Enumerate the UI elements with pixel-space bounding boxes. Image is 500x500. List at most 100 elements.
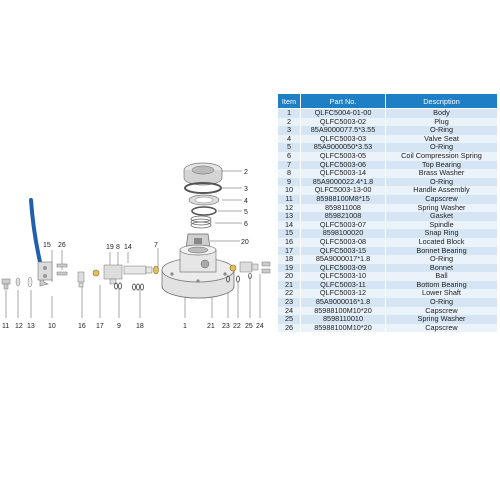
table-row: 25 8598110010 Spring Washer (277, 315, 498, 324)
description-cell: Snap Ring (385, 229, 498, 238)
callout-16: 16 (78, 323, 86, 330)
capscrew-part-24 (261, 261, 271, 274)
column-header-description: Description (385, 93, 498, 109)
callout-11: 11 (2, 323, 9, 330)
table-row: 15 8598100020 Snap Ring (277, 229, 498, 238)
description-cell: Handle Assembly (385, 186, 498, 195)
table-row: 19 QLFC5003-09 Bonnet (277, 263, 498, 273)
table-row: 11 85988100M8*15 Capscrew (277, 194, 498, 204)
table-row: 16 QLFC5003-08 Located Block (277, 237, 498, 247)
table-row: 5 85A9000050*3.53 O-Ring (277, 143, 498, 152)
description-cell: Capscrew (385, 306, 498, 316)
description-cell: Bonnet (385, 263, 498, 273)
description-cell: Spring Washer (385, 203, 498, 213)
description-cell: Spindle (385, 220, 498, 230)
body-part (161, 244, 235, 299)
capscrew-part-11 (1, 278, 11, 290)
callout-6: 6 (244, 221, 248, 228)
valve-seat-part (188, 194, 220, 206)
bonnet-part (103, 264, 123, 285)
table-row: 6 QLFC5003-05 Coil Compression Spring (277, 151, 498, 161)
description-cell: O-Ring (385, 297, 498, 307)
o-ring-part-23 (226, 275, 240, 283)
callout-24: 24 (256, 323, 264, 330)
callout-15: 15 (43, 242, 51, 249)
parts-table-body: 1 QLFC5004-01-00 Body 2 QLFC5003-02 Plug 3 85A9… (277, 108, 498, 333)
callout-9: 9 (117, 323, 121, 330)
description-cell: Located Block (385, 237, 498, 247)
located-block-part (77, 271, 85, 288)
spring-washer-part-25 (248, 273, 252, 279)
callout-20: 20 (241, 239, 249, 246)
table-row: 3 85A9000077.5*3.55 O-Ring (277, 126, 498, 135)
column-header-part-no: Part No. (300, 93, 386, 109)
table-row: 4 QLFC5003-03 Valve Seat (277, 134, 498, 144)
table-row: 26 85988100M10*20 Capscrew (277, 323, 498, 333)
callout-21: 21 (207, 323, 215, 330)
table-row: 18 85A9000017*1.8 O-Ring (277, 254, 498, 264)
table-row: 17 QLFC5003-15 Bonnet Bearing (277, 246, 498, 256)
description-cell: Bottom Bearing (385, 280, 498, 290)
description-cell: Body (385, 108, 498, 118)
callout-22: 22 (233, 323, 241, 330)
callout-19: 19 (106, 244, 114, 251)
description-cell: Brass Washer (385, 169, 498, 178)
table-row: 7 QLFC5003-06 Top Bearing (277, 160, 498, 170)
description-cell: Capscrew (385, 323, 498, 333)
description-cell: O-Ring (385, 126, 498, 135)
callout-23: 23 (222, 323, 230, 330)
description-cell: Spring Washer (385, 315, 498, 324)
description-cell: O-Ring (385, 177, 498, 187)
table-row: 12 859811008 Spring Washer (277, 203, 498, 213)
table-row: 10 QLFC5003-13-00 Handle Assembly (277, 186, 498, 195)
table-row: 14 QLFC5003-07 Spindle (277, 220, 498, 230)
callout-3: 3 (244, 186, 248, 193)
o-ring-part-18 (132, 283, 144, 291)
description-cell: Plug (385, 117, 498, 127)
callout-2: 2 (244, 169, 248, 176)
table-row: 2 QLFC5003-02 Plug (277, 117, 498, 127)
o-ring-part-9 (114, 282, 122, 290)
item-cell: 26 (277, 323, 301, 333)
callout-14: 14 (124, 244, 132, 251)
table-row: 24 85988100M10*20 Capscrew (277, 306, 498, 316)
gasket-part (27, 276, 33, 288)
bonnet-bearing-part (92, 269, 100, 277)
description-cell: Gasket (385, 212, 498, 221)
callout-5: 5 (244, 209, 248, 216)
table-row: 9 85A9000022.4*1.8 O-Ring (277, 177, 498, 187)
description-cell: Ball (385, 272, 498, 281)
callout-13: 13 (27, 323, 35, 330)
table-row: 20 QLFC5003-10 Ball (277, 272, 498, 281)
description-cell: Valve Seat (385, 134, 498, 144)
spring-washer-part (15, 277, 21, 287)
description-cell: Bonnet Bearing (385, 246, 498, 256)
spindle-part (123, 265, 153, 275)
table-row: 23 85A9000016*1.8 O-Ring (277, 297, 498, 307)
leader-lines (5, 170, 261, 318)
callout-12: 12 (15, 323, 23, 330)
part-number-cell: 85988100M10*20 (300, 323, 386, 333)
brass-washer-part (153, 265, 159, 275)
description-cell: Coil Compression Spring (385, 151, 498, 161)
callout-10: 10 (48, 323, 56, 330)
spring-part (190, 215, 212, 229)
table-header-row: Item Part No. Description (277, 93, 498, 109)
plug-part (183, 162, 223, 186)
callout-26: 26 (58, 242, 66, 249)
column-header-item: Item (277, 93, 301, 109)
table-row: 8 QLFC5003-14 Brass Washer (277, 169, 498, 178)
table-row: 13 859821008 Gasket (277, 212, 498, 221)
callout-1: 1 (183, 323, 187, 330)
callout-4: 4 (244, 198, 248, 205)
exploded-view-diagram: 2 3 4 5 6 20 7 15 26 19 8 14 11 12 13 10… (1, 162, 271, 330)
bottom-bearing-part (229, 264, 237, 272)
callout-25: 25 (245, 323, 253, 330)
callout-17: 17 (96, 323, 104, 330)
callout-8: 8 (116, 244, 120, 251)
description-cell: Top Bearing (385, 160, 498, 170)
table-row: 1 QLFC5004-01-00 Body (277, 108, 498, 118)
capscrew-part-26 (56, 263, 68, 276)
description-cell: Capscrew (385, 194, 498, 204)
handle-assembly-part (29, 198, 53, 287)
